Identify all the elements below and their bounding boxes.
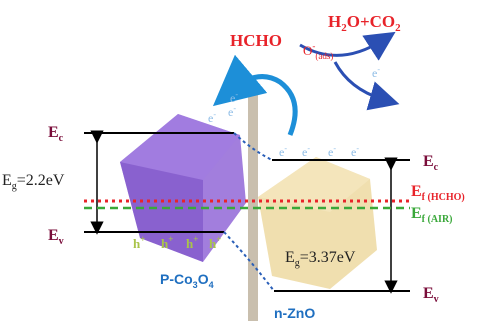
product-label: H2O+CO2 xyxy=(328,12,401,34)
hole: h+ xyxy=(209,234,221,251)
right-ec-label: Ec xyxy=(423,153,439,173)
electron: e- xyxy=(351,144,359,159)
right-material-label: n-ZnO xyxy=(274,305,315,321)
electrons: e- e- e- e- e- e- e- e- xyxy=(208,65,380,159)
electron: e- xyxy=(302,144,310,159)
electron: e- xyxy=(208,110,216,125)
left-bandgap-label: Eg=2.2eV xyxy=(2,172,65,192)
right-bandgap-label: Eg=3.37eV xyxy=(285,249,356,269)
ef-hcho-label: Ef (HCHO) xyxy=(411,183,465,203)
hole: h+ xyxy=(133,234,145,251)
electron: e- xyxy=(372,65,380,80)
left-ec-label: Ec xyxy=(48,124,64,144)
cb-bending-line xyxy=(233,132,273,161)
electron-release-arrow xyxy=(333,61,400,111)
adsorbed-oxygen-label: O-(ads) xyxy=(303,41,333,61)
ef-air-label: Ef (AIR) xyxy=(411,205,453,225)
left-material-label: P-Co3O4 xyxy=(160,271,214,290)
holes: h+ h+ h+ h+ xyxy=(133,234,221,251)
electron: e- xyxy=(230,90,238,105)
vb-bending-line xyxy=(223,231,275,292)
right-ev-label: Ev xyxy=(423,285,439,305)
reactant-label: HCHO xyxy=(230,31,282,50)
electron: e- xyxy=(328,144,336,159)
hole: h+ xyxy=(186,234,198,251)
curved-arrow-icon xyxy=(212,54,298,136)
zno-crystal xyxy=(258,157,377,289)
electron: e- xyxy=(228,104,236,119)
co3o4-crystal xyxy=(120,114,246,262)
electron: e- xyxy=(279,144,287,159)
reaction-arrow xyxy=(299,31,396,61)
left-ev-label: Ev xyxy=(48,227,64,247)
hole: h+ xyxy=(161,234,173,251)
